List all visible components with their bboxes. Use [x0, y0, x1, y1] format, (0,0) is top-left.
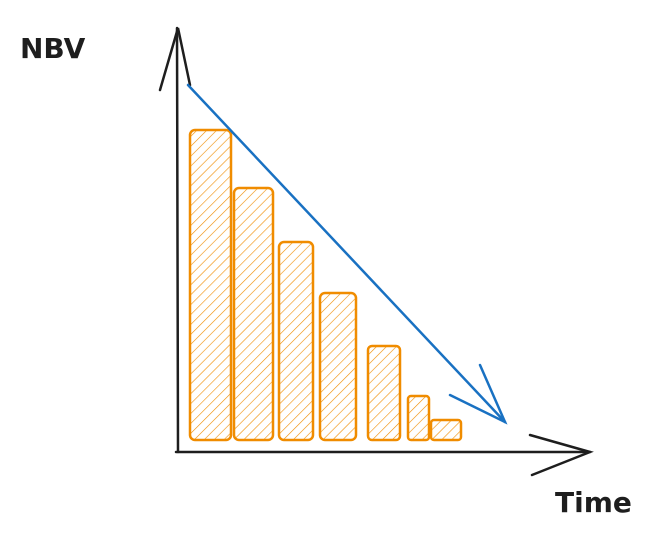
- bars: [188, 128, 463, 442]
- trend-arrow: [186, 83, 508, 425]
- bar: [232, 186, 275, 442]
- bar: [277, 240, 315, 442]
- trend-line: [186, 83, 507, 424]
- bar: [406, 394, 431, 442]
- bar: [318, 291, 358, 442]
- y-axis-label: NBV: [20, 32, 86, 65]
- x-axis-label: Time: [555, 486, 632, 519]
- x-arrowhead: [528, 433, 594, 477]
- y-axis: [175, 26, 180, 454]
- bar: [188, 128, 233, 442]
- bar: [429, 418, 463, 442]
- y-arrowhead: [158, 27, 192, 92]
- trend-arrowhead: [448, 363, 508, 425]
- axes: [158, 26, 594, 477]
- bar: [366, 344, 402, 442]
